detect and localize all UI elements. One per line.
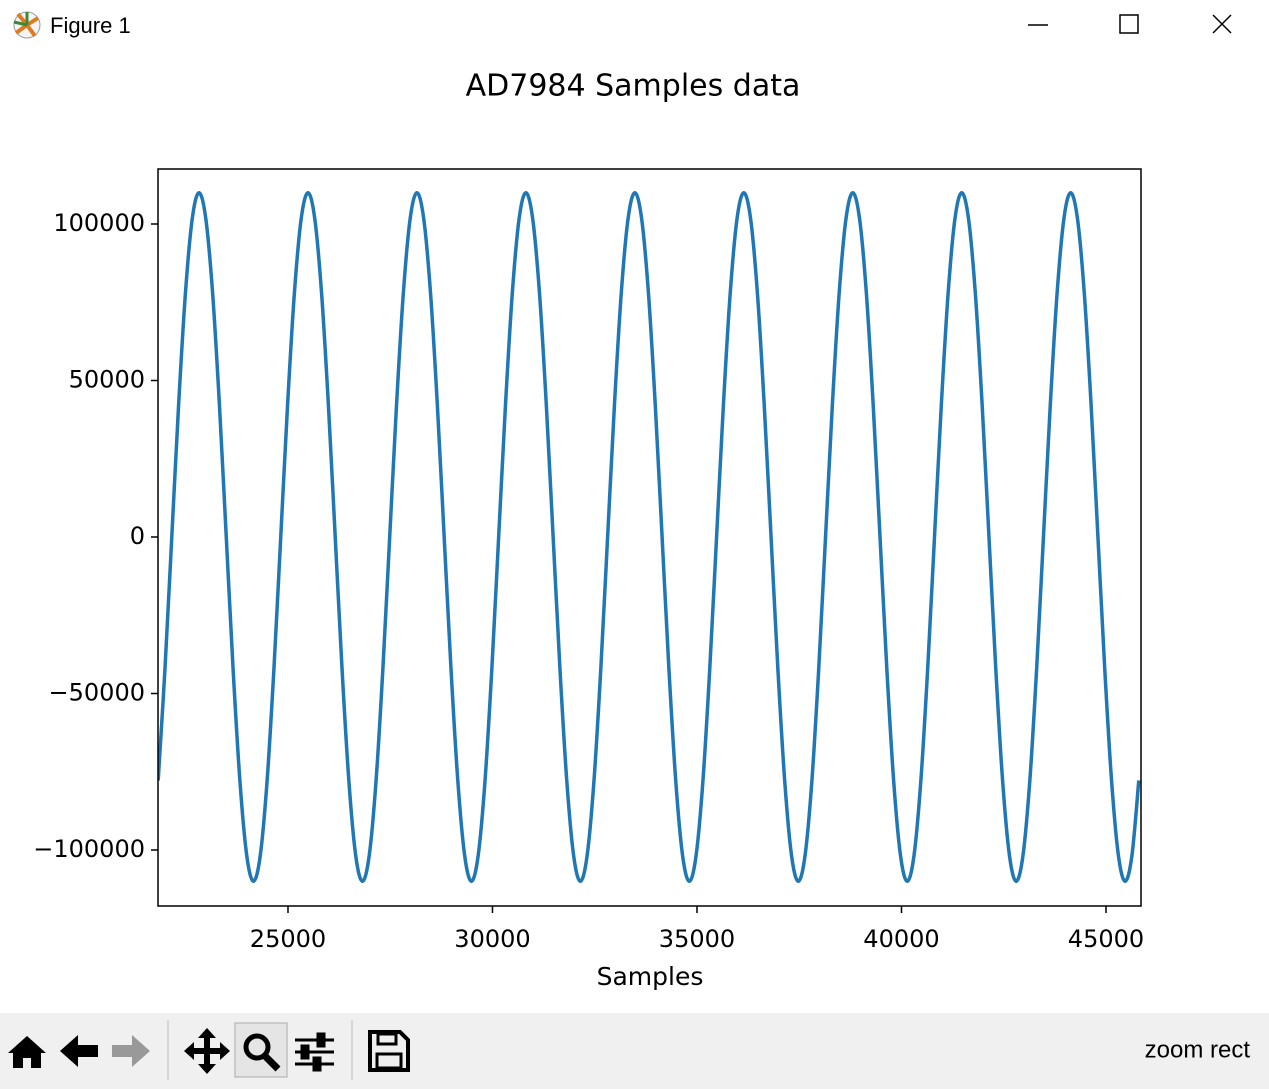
zoom-button[interactable] (234, 1022, 288, 1078)
toolbar-icons (8, 1020, 410, 1080)
window-title: Figure 1 (50, 13, 131, 38)
home-button[interactable] (8, 1036, 46, 1068)
x-tick-label: 45000 (1068, 925, 1144, 953)
y-tick-label: 50000 (69, 366, 145, 394)
pan-button[interactable] (184, 1028, 230, 1074)
y-tick-label: −100000 (33, 835, 145, 863)
maximize-button[interactable] (1119, 14, 1139, 34)
x-tick-label: 30000 (454, 925, 530, 953)
back-button[interactable] (60, 1035, 98, 1067)
x-tick-label: 40000 (863, 925, 939, 953)
zoom-icon (243, 1033, 271, 1061)
save-button[interactable] (368, 1030, 410, 1072)
line-series (158, 190, 1141, 884)
y-tick-label: −50000 (49, 679, 145, 707)
zoom-icon-handle (261, 1052, 281, 1072)
chart-title: AD7984 Samples data (466, 69, 801, 104)
configure-button[interactable] (295, 1032, 334, 1072)
plot (158, 190, 1141, 884)
x-tick-label: 35000 (659, 925, 735, 953)
app-icon (13, 11, 41, 39)
axes-frame (157, 168, 1142, 907)
status-message: zoom rect (1145, 1036, 1251, 1063)
title-bar (0, 0, 1269, 50)
forward-button[interactable] (112, 1035, 150, 1067)
y-tick-label: 0 (130, 522, 145, 550)
x-tick-label: 25000 (250, 925, 326, 953)
x-axis-label: Samples (597, 962, 704, 991)
y-tick-label: 100000 (53, 209, 145, 237)
close-button[interactable] (1212, 14, 1232, 34)
